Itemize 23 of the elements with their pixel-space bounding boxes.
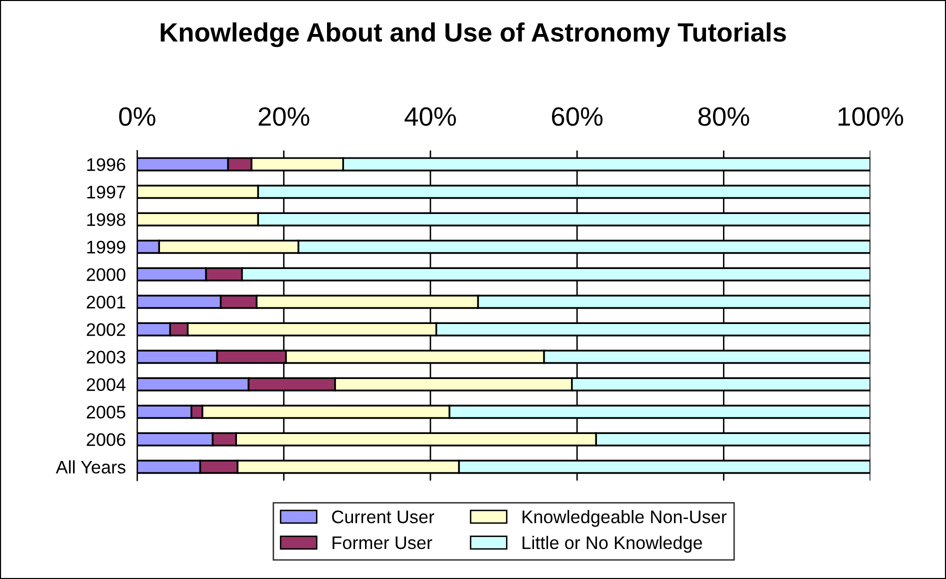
x-tick-label: 80% [698, 107, 750, 126]
y-tick-label: 2006 [86, 433, 126, 446]
y-tick-label: 2000 [86, 268, 126, 282]
y-tick-label: 1999 [87, 240, 126, 254]
chart-title: Knowledge About and Use of Astronomy Tutorials [160, 22, 786, 48]
legend-label: Knowledgeable Non-User [522, 510, 727, 527]
y-tick-label: 2004 [86, 378, 126, 392]
x-tick-label: 60% [552, 107, 603, 126]
y-tick-label: 2003 [86, 350, 126, 364]
legend-label: Former User [332, 536, 432, 550]
y-tick-label: 2001 [86, 296, 126, 309]
x-tick-label: 20% [258, 107, 310, 126]
y-tick-label: 1996 [87, 158, 126, 172]
x-tick-label: 0% [119, 107, 156, 126]
x-tick-label: 100% [838, 107, 904, 126]
y-tick-label: 1998 [87, 213, 126, 226]
legend-label: Current User [332, 510, 434, 524]
x-tick-label: 40% [404, 107, 456, 126]
legend-label: Little or No Knowledge [522, 536, 702, 553]
y-tick-label: 1997 [87, 186, 126, 199]
y-tick-label: 2005 [86, 406, 126, 419]
y-tick-label: 2002 [86, 323, 126, 336]
y-tick-label: All Years [56, 460, 126, 474]
